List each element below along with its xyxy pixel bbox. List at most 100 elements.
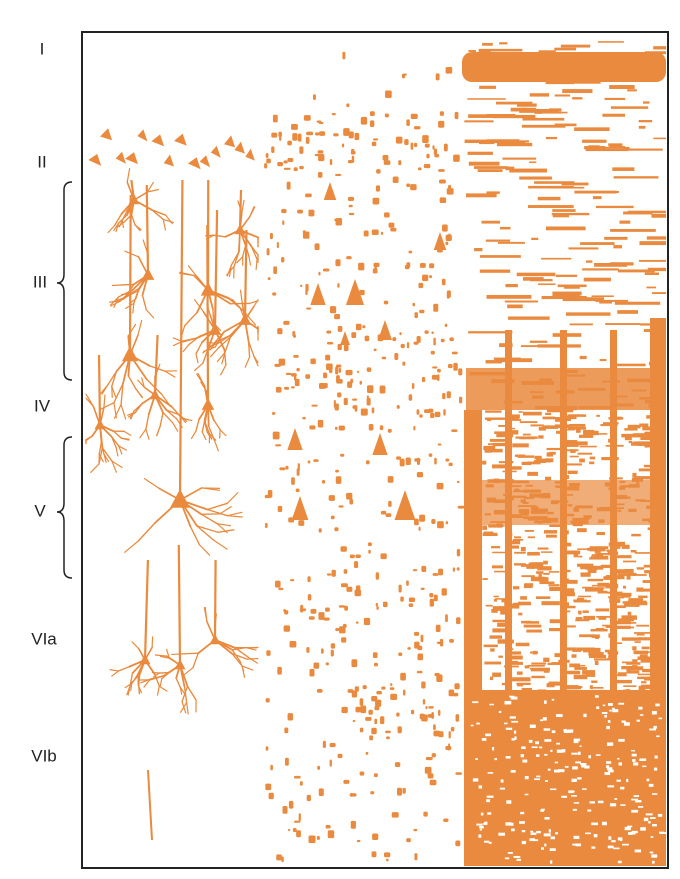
cell-body bbox=[428, 453, 433, 457]
fiber bbox=[520, 596, 528, 600]
fiber bbox=[506, 533, 513, 537]
fiber bbox=[582, 670, 596, 675]
cell-body bbox=[447, 363, 453, 369]
cell-body bbox=[439, 197, 447, 203]
cell-body bbox=[350, 820, 356, 829]
cell-body bbox=[279, 136, 282, 141]
dendrite bbox=[123, 430, 132, 436]
dendrite bbox=[159, 411, 164, 427]
cell-body bbox=[313, 662, 320, 669]
cell-body bbox=[346, 103, 350, 108]
fiber bbox=[602, 422, 619, 425]
gap bbox=[549, 848, 556, 852]
fiber bbox=[541, 257, 572, 260]
cell-body bbox=[303, 115, 311, 121]
cell-body bbox=[360, 408, 368, 416]
gap bbox=[646, 778, 650, 782]
fiber bbox=[501, 610, 506, 614]
cell-body bbox=[309, 668, 315, 677]
cell-body bbox=[281, 209, 287, 214]
dendrite bbox=[148, 365, 166, 372]
fiber bbox=[526, 565, 535, 569]
fiber bbox=[543, 670, 550, 673]
gap bbox=[573, 738, 581, 742]
fiber bbox=[492, 464, 506, 469]
gap bbox=[579, 745, 582, 748]
gap bbox=[593, 833, 598, 838]
frame bbox=[81, 31, 669, 869]
dendrite bbox=[244, 319, 259, 330]
fiber bbox=[505, 497, 514, 501]
fiber bbox=[514, 551, 526, 554]
apical-dendrite bbox=[178, 179, 184, 501]
fiber bbox=[489, 438, 507, 442]
radial-fiber bbox=[505, 330, 512, 690]
cell-body bbox=[338, 425, 345, 431]
gap bbox=[531, 746, 538, 749]
dendrite bbox=[127, 375, 137, 390]
fiber bbox=[516, 684, 524, 687]
gap bbox=[658, 717, 663, 720]
fiber bbox=[639, 241, 666, 246]
fiber bbox=[609, 59, 639, 63]
cell-body bbox=[400, 596, 404, 602]
dendrite bbox=[110, 435, 120, 447]
fiber bbox=[520, 564, 530, 567]
cell-body bbox=[322, 268, 330, 272]
fiber bbox=[617, 509, 622, 512]
cell-body bbox=[394, 762, 401, 768]
cell-body bbox=[338, 367, 342, 373]
cell-body bbox=[433, 303, 439, 312]
cell-body bbox=[318, 271, 321, 276]
fiber bbox=[521, 124, 566, 128]
cell-body bbox=[437, 374, 440, 381]
fiber bbox=[500, 610, 511, 615]
fiber bbox=[499, 42, 508, 45]
cell-body bbox=[347, 159, 354, 164]
cell-body bbox=[458, 396, 463, 404]
cell-body bbox=[307, 594, 312, 601]
fiber bbox=[594, 553, 603, 558]
fiber bbox=[649, 438, 665, 441]
dendrite bbox=[154, 654, 168, 657]
gap bbox=[653, 725, 657, 729]
gap bbox=[604, 772, 611, 776]
layer-label: VIb bbox=[31, 746, 57, 765]
fiber bbox=[464, 139, 508, 144]
fiber bbox=[605, 583, 619, 589]
cell-body bbox=[392, 337, 397, 342]
cell-body bbox=[400, 343, 405, 349]
cell-body bbox=[364, 335, 370, 342]
fiber bbox=[580, 572, 591, 577]
cell-body bbox=[424, 766, 432, 774]
fiber bbox=[616, 642, 623, 645]
cell-body bbox=[389, 687, 395, 691]
fiber bbox=[589, 689, 608, 695]
fiber bbox=[493, 599, 498, 602]
fiber bbox=[573, 553, 579, 558]
gap bbox=[506, 800, 512, 804]
fiber bbox=[653, 137, 666, 140]
gap bbox=[516, 858, 522, 861]
fiber bbox=[623, 560, 637, 563]
fiber bbox=[592, 196, 602, 200]
fiber bbox=[555, 274, 578, 277]
gap bbox=[585, 832, 591, 835]
dendrite bbox=[213, 439, 219, 452]
dendrite bbox=[233, 251, 240, 268]
cell-body bbox=[326, 342, 334, 345]
fiber bbox=[507, 639, 514, 644]
fiber bbox=[605, 625, 617, 628]
cell-body bbox=[363, 230, 369, 237]
fiber bbox=[545, 534, 557, 538]
gap bbox=[620, 804, 626, 806]
layer-label: IV bbox=[34, 396, 51, 415]
dendrite bbox=[205, 234, 215, 240]
fiber bbox=[640, 658, 657, 663]
fiber bbox=[545, 226, 586, 231]
fiber bbox=[586, 260, 593, 263]
cell-body bbox=[422, 698, 426, 705]
dendrite bbox=[231, 646, 247, 651]
fiber bbox=[518, 612, 523, 616]
